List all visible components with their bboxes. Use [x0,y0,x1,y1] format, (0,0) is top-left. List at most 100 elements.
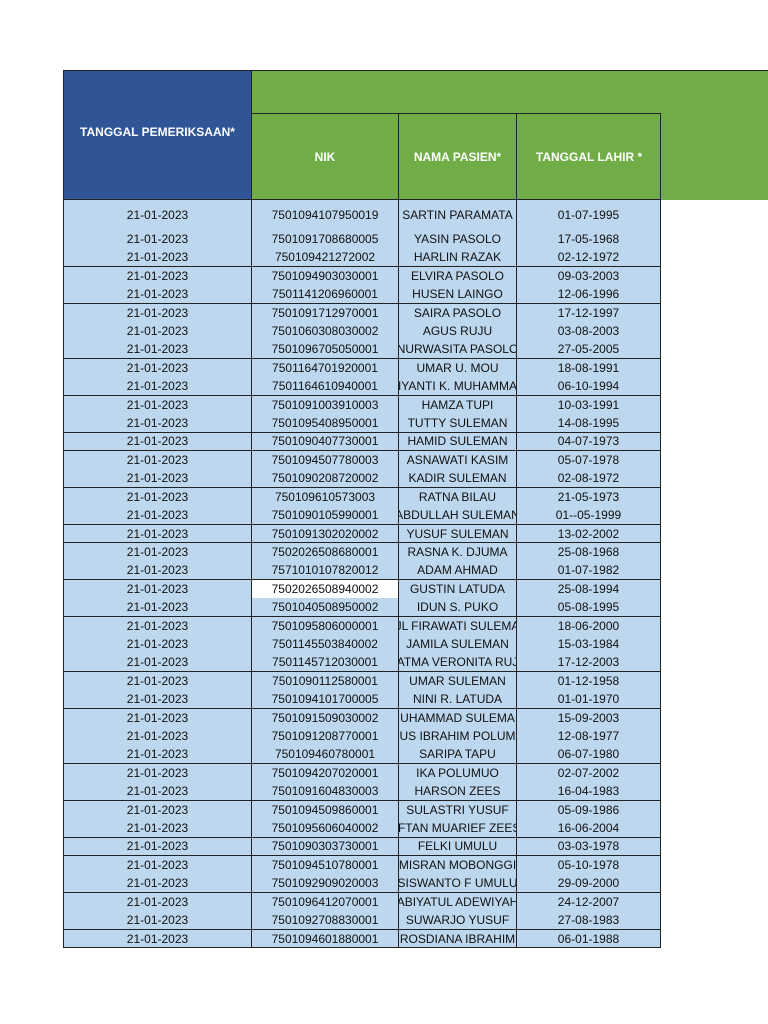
exam-date-cell: 21-01-2023 [63,874,252,894]
exam-date-cell: 21-01-2023 [63,911,252,931]
birth-date-cell: 16-06-2004 [517,819,661,839]
birth-date-cell: 03-03-1978 [517,837,661,857]
exam-date-cell: 21-01-2023 [63,727,252,746]
birth-date-cell: 27-05-2005 [517,340,661,360]
nik-cell: 7501090105990001 [252,506,399,526]
exam-date-cell: 21-01-2023 [63,395,252,415]
nik-cell: 7501164701920001 [252,358,399,378]
nik-cell: 7571010107820012 [252,561,399,581]
exam-date-cell: 21-01-2023 [63,763,252,783]
nik-cell: 7502026508940002 [252,579,399,599]
exam-date-cell: 21-01-2023 [63,303,252,323]
birth-date-cell: 24-12-2007 [517,892,661,912]
birth-date-cell: 05-09-1986 [517,800,661,820]
nik-cell: 750109421272002 [252,248,399,268]
birth-date-cell: 17-12-2003 [517,653,661,673]
birth-date-cell: 05-10-1978 [517,855,661,875]
nik-cell: 7501091302020002 [252,524,399,544]
birth-date-cell: 21-05-1973 [517,487,661,507]
nik-cell: 7501141206960001 [252,285,399,305]
nik-cell: 7501095408950001 [252,414,399,433]
birth-date-cell: 06-01-1988 [517,929,661,949]
birth-date-cell: 17-12-1997 [517,303,661,323]
nik-cell: 7501164610940001 [252,377,399,397]
birth-date-cell: 16-04-1983 [517,782,661,802]
birth-date-cell: 18-06-2000 [517,616,661,636]
patient-name-cell: FELKI UMULU [399,837,517,857]
exam-date-cell: 21-01-2023 [63,358,252,378]
exam-date-cell: 21-01-2023 [63,487,252,507]
exam-date-cell: 21-01-2023 [63,285,252,305]
exam-date-cell: 21-01-2023 [63,819,252,839]
patient-name-cell: ADAM AHMAD [399,561,517,581]
birth-date-cell: 25-08-1968 [517,542,661,562]
patient-name-cell: ASNAWATI KASIM [399,450,517,470]
exam-date-cell: 21-01-2023 [63,929,252,949]
exam-date-cell: 21-01-2023 [63,690,252,710]
patient-name-cell: SISWANTO F UMULU [399,874,517,894]
patient-name-cell: MISRAN MOBONGGI [399,855,517,875]
nik-cell: 7501096705050001 [252,340,399,360]
birth-date-cell: 15-09-2003 [517,708,661,728]
header-date-exam: TANGGAL PEMERIKSAAN* [63,70,252,200]
birth-date-cell: 10-03-1991 [517,395,661,415]
nik-cell: 7501090112580001 [252,671,399,691]
patient-name-cell: SULASTRI YUSUF [399,800,517,820]
nik-cell: 7501145712030001 [252,653,399,673]
exam-date-cell: 21-01-2023 [63,598,252,618]
header-name: NAMA PASIEN* [399,113,517,200]
patient-name-cell: SARTIN PARAMATA [399,200,517,231]
nik-cell: 7501094507780003 [252,450,399,470]
nik-cell: 7501091604830003 [252,782,399,802]
birth-date-cell: 04-07-1973 [517,432,661,452]
patient-name-cell: ABIYATUL ADEWIYAH [399,892,517,912]
patient-name-cell: AGUS RUJU [399,322,517,341]
exam-date-cell: 21-01-2023 [63,450,252,470]
patient-name-cell: RASNA K. DJUMA [399,542,517,562]
exam-date-cell: 21-01-2023 [63,745,252,765]
exam-date-cell: 21-01-2023 [63,230,252,249]
patient-name-cell: JL FIRAWATI SULEMA [399,616,517,636]
exam-date-cell: 21-01-2023 [63,708,252,728]
exam-date-cell: 21-01-2023 [63,579,252,599]
exam-date-cell: 21-01-2023 [63,892,252,912]
birth-date-cell: 01-12-1958 [517,671,661,691]
patient-name-cell: HARLIN RAZAK [399,248,517,268]
birth-date-cell: 14-08-1995 [517,414,661,433]
exam-date-cell: 21-01-2023 [63,432,252,452]
patient-name-cell: SARIPA TAPU [399,745,517,765]
header-birthdate: TANGGAL LAHIR * [535,149,643,164]
patient-name-cell: ATMA VERONITA RUJ [399,653,517,673]
patient-name-cell: KADIR SULEMAN [399,469,517,489]
patient-name-cell: YASIN PASOLO [399,230,517,249]
nik-cell: 7501090407730001 [252,432,399,452]
nik-cell: 7501091712970001 [252,303,399,323]
nik-cell: 7501094903030001 [252,266,399,286]
exam-date-cell: 21-01-2023 [63,855,252,875]
exam-date-cell: 21-01-2023 [63,837,252,857]
nik-cell: 7501145503840002 [252,635,399,654]
nik-cell: 7501091509030002 [252,708,399,728]
patient-name-cell: ROSDIANA IBRAHIM [399,929,517,949]
patient-name-cell: IDUN S. PUKO [399,598,517,618]
exam-date-cell: 21-01-2023 [63,506,252,526]
exam-date-cell: 21-01-2023 [63,524,252,544]
patient-name-cell: HAMZA TUPI [399,395,517,415]
birth-date-cell: 06-10-1994 [517,377,661,397]
birth-date-cell: 25-08-1994 [517,579,661,599]
exam-date-cell: 21-01-2023 [63,616,252,636]
nik-cell: 7501060308030002 [252,322,399,341]
birth-date-cell: 01--05-1999 [517,506,661,526]
birth-date-cell: 02-12-1972 [517,248,661,268]
exam-date-cell: 21-01-2023 [63,414,252,433]
nik-cell: 750109610573003 [252,487,399,507]
patient-name-cell: JAMILA SULEMAN [399,635,517,654]
birth-date-cell: 12-08-1977 [517,727,661,746]
nik-cell: 7501094510780001 [252,855,399,875]
header-border [252,113,661,200]
patient-name-cell: HAMID SULEMAN [399,432,517,452]
patient-name-cell: HARSON ZEES [399,782,517,802]
patient-name-cell: YUSUF SULEMAN [399,524,517,544]
birth-date-cell: 13-02-2002 [517,524,661,544]
